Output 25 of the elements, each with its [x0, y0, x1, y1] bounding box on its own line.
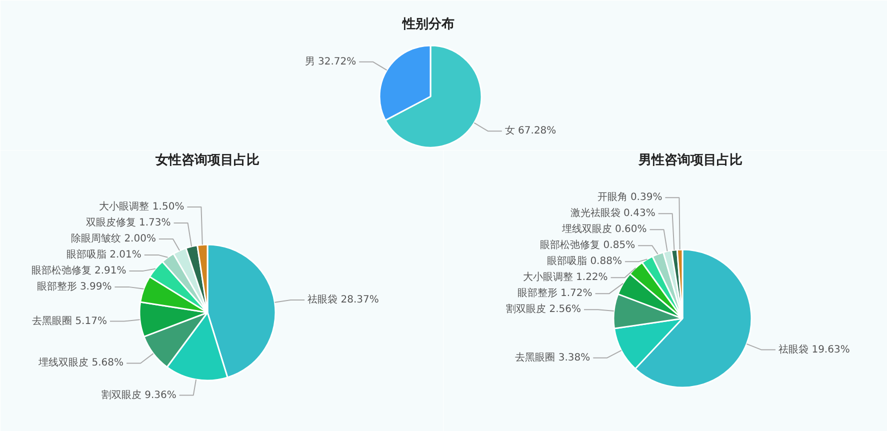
slice-label: 埋线双眼皮 5.68% [38, 356, 124, 369]
slice-label: 埋线双眼皮 0.60% [560, 223, 647, 236]
slice-label: 眼部松弛修复 0.85% [540, 239, 636, 252]
slice-label: 祛眼袋 28.37% [308, 293, 379, 306]
slice-label: 男 32.72% [304, 56, 356, 68]
slice-label: 女 67.28% [504, 124, 556, 137]
slice-label: 开眼角 0.39% [597, 191, 662, 204]
slice-label: 眼部吸脂 2.01% [66, 248, 142, 260]
slice-label: 去黑眼圈 3.38% [515, 351, 590, 364]
slice-label: 割双眼皮 2.56% [506, 303, 582, 316]
slice-label: 大小眼调整 1.22% [522, 271, 608, 284]
slice-label: 激光祛眼袋 0.43% [570, 207, 656, 220]
chart-title: 女性咨询项目占比 [154, 153, 260, 168]
slice-label: 除眼周皱纹 2.00% [71, 232, 156, 244]
slice-label: 眼部整形 1.72% [517, 287, 592, 300]
slice-label: 大小眼调整 1.50% [99, 200, 184, 212]
slice-label: 眼部整形 3.99% [36, 280, 112, 292]
slice-label: 去黑眼圈 5.17% [32, 314, 107, 327]
chart-title: 性别分布 [402, 17, 454, 32]
slice-label: 眼部松弛修复 2.91% [31, 264, 126, 276]
slice-label: 祛眼袋 19.63% [778, 343, 850, 356]
slice-label: 眼部吸脂 0.88% [547, 255, 622, 268]
slice-label: 割双眼皮 9.36% [101, 388, 176, 401]
chart-title: 男性咨询项目占比 [638, 153, 742, 168]
slice-label: 双眼皮修复 1.73% [86, 216, 171, 228]
